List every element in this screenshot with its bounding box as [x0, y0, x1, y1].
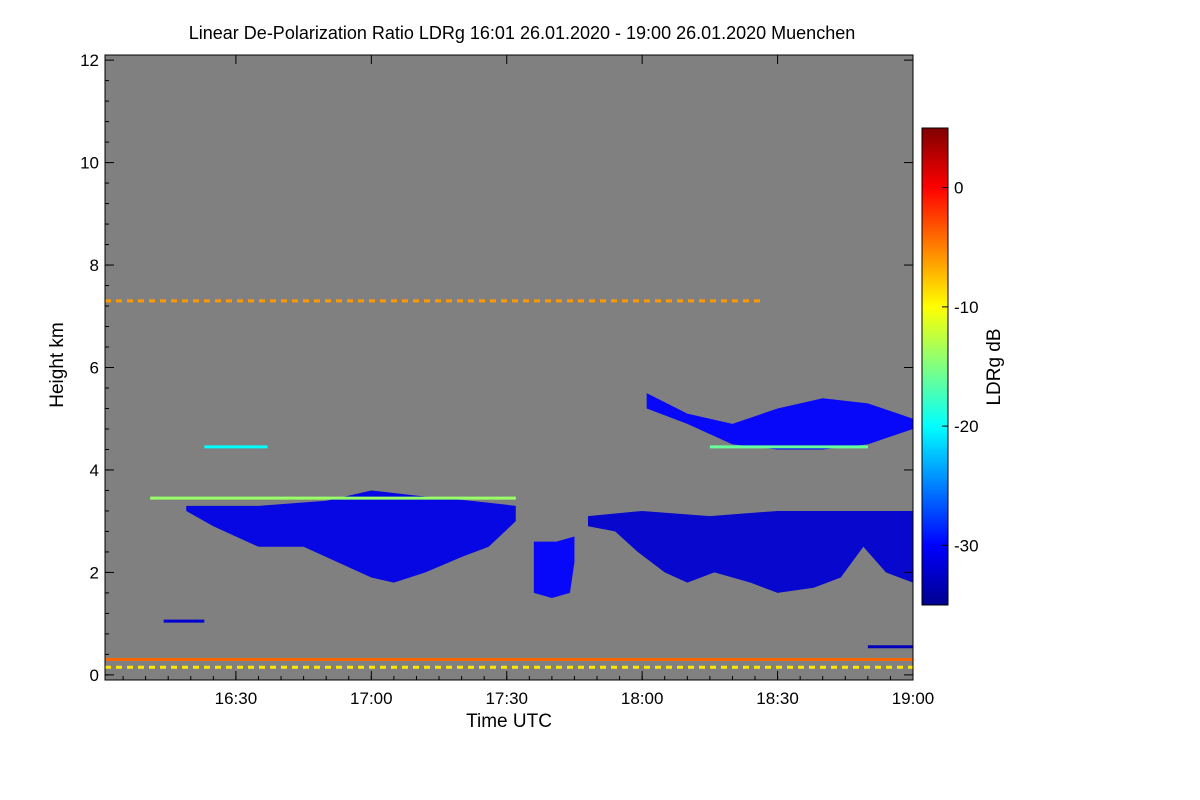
- lower-cloud-layer-b-area: [587, 510, 913, 593]
- y-tick-label: 2: [90, 563, 99, 582]
- x-tick-label: 17:00: [350, 689, 393, 708]
- colorbar-tick-label: -30: [954, 536, 979, 555]
- lower-cloud-layer-a-area: [186, 490, 516, 583]
- x-axis: 16:30 17:00 17:30 18:00 18:30 19:00: [122, 55, 935, 708]
- y-tick-label: 0: [90, 666, 99, 685]
- y-tick-label: 10: [80, 154, 99, 173]
- colorbar-tick-label: -10: [954, 298, 979, 317]
- y-axis: 0 2 4 6 8 10 12: [80, 51, 913, 685]
- x-tick-label: 17:30: [485, 689, 528, 708]
- y-tick-label: 6: [90, 359, 99, 378]
- colorbar-tick-label: 0: [954, 179, 963, 198]
- colorbar-axis: 0 -10 -20 -30: [942, 179, 979, 555]
- x-tick-label: 19:00: [892, 689, 935, 708]
- colorbar: [921, 127, 949, 606]
- precipitation-streak-area: [533, 536, 575, 599]
- cloud-features: [105, 299, 913, 669]
- y-tick-label: 12: [80, 51, 99, 70]
- y-tick-label: 4: [90, 461, 99, 480]
- y-tick-label: 8: [90, 256, 99, 275]
- x-tick-label: 18:00: [621, 689, 664, 708]
- x-tick-label: 18:30: [756, 689, 799, 708]
- colorbar-label: LDRg dB: [984, 328, 1005, 405]
- y-axis-label: Height km: [47, 322, 68, 408]
- x-axis-label: Time UTC: [466, 711, 552, 732]
- upper-cloud-layer-area: [646, 393, 913, 450]
- chart-title: Linear De-Polarization Ratio LDRg 16:01 …: [189, 23, 855, 43]
- x-tick-label: 16:30: [215, 689, 258, 708]
- colorbar-tick-label: -20: [954, 417, 979, 436]
